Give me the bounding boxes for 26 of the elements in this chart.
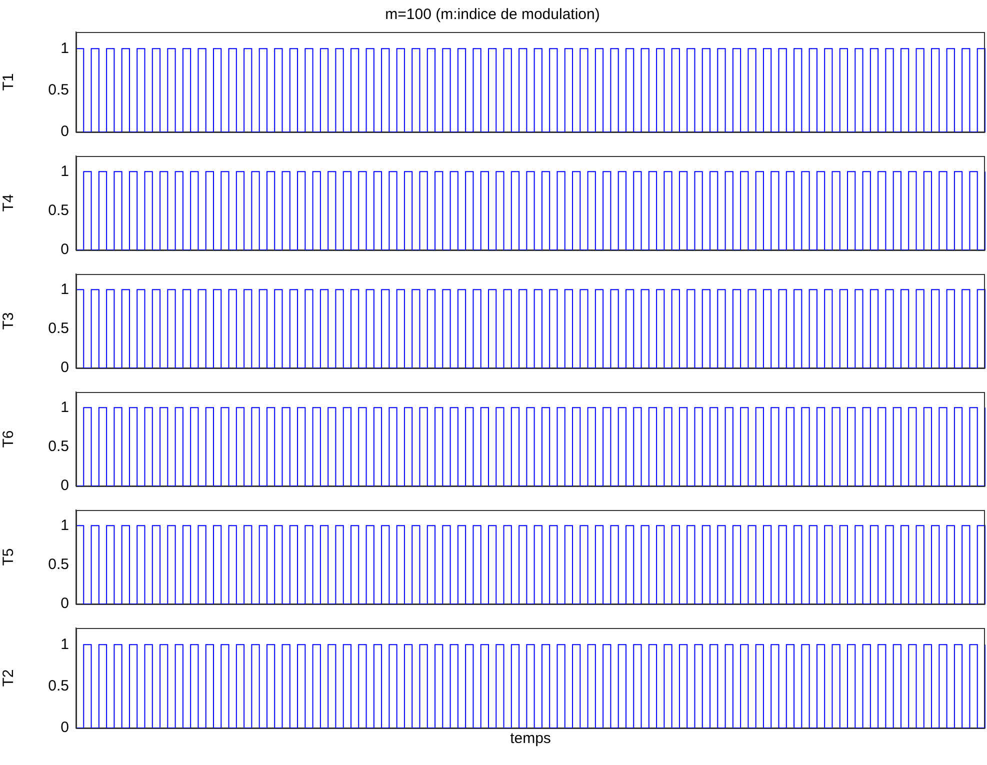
y-tick-label: 0.5 (48, 81, 69, 98)
y-tick-label: 0 (60, 241, 69, 258)
y-axis-title: T2 (0, 669, 18, 687)
y-tick-label: 0.5 (48, 677, 69, 694)
y-tick-label: 0 (60, 123, 69, 140)
y-axis-title: T3 (0, 312, 18, 330)
y-tick-label: 1 (60, 398, 69, 416)
y-axis-title: T1 (0, 73, 18, 91)
y-axis-title: T6 (0, 430, 18, 448)
y-tick-label: 0 (60, 477, 69, 494)
chart-title: m=100 (m:indice de modulation) (385, 6, 600, 24)
y-tick-label: 0 (60, 359, 69, 376)
y-tick-label: 0.5 (48, 556, 69, 573)
y-axis-title: T4 (0, 194, 18, 212)
y-tick-label: 1 (60, 162, 69, 180)
y-tick-label: 0 (60, 595, 69, 612)
y-tick-label: 0.5 (48, 320, 69, 337)
y-tick-label: 0.5 (48, 438, 69, 455)
y-tick-label: 1 (60, 40, 69, 57)
y-tick-label: 0 (60, 719, 69, 736)
y-axis-title: T5 (0, 548, 18, 566)
y-tick-label: 1 (60, 636, 69, 653)
x-axis-title: temps (510, 730, 551, 748)
y-tick-label: 1 (60, 280, 69, 298)
y-tick-label: 1 (60, 516, 69, 534)
y-tick-label: 0.5 (48, 202, 69, 219)
